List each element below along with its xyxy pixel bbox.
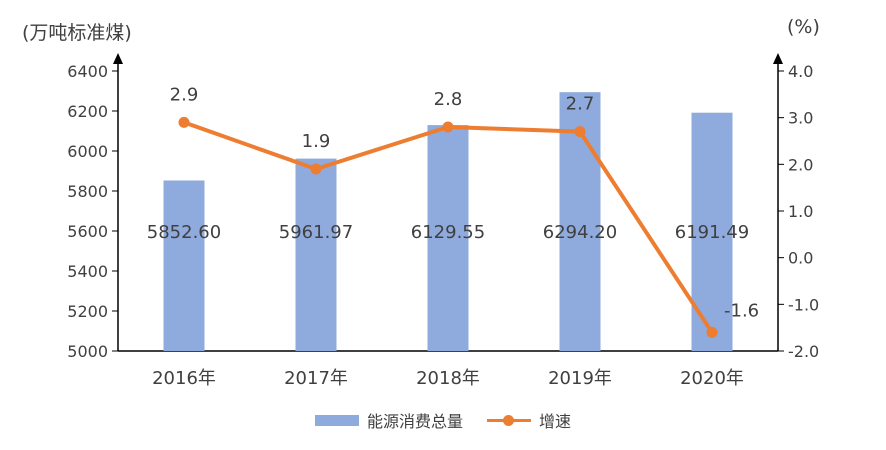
left-tick-label: 5400	[67, 262, 108, 281]
growth-point	[706, 326, 718, 338]
left-axis-unit-label: (万吨标准煤)	[22, 22, 132, 44]
left-axis-arrow	[113, 53, 123, 64]
growth-point	[310, 163, 322, 175]
right-axis-arrow	[773, 53, 783, 64]
bar-value-label: 6294.20	[543, 222, 617, 243]
x-tick-label: 2016年	[152, 368, 216, 389]
left-tick-label: 5800	[67, 182, 108, 201]
bar-value-label: 5961.97	[279, 222, 353, 243]
growth-point	[178, 116, 190, 128]
right-tick-label: 2.0	[788, 155, 813, 174]
growth-point	[574, 126, 586, 138]
legend: 能源消费总量 增速	[0, 408, 886, 432]
x-tick-label: 2020年	[680, 368, 744, 389]
left-tick-label: 6200	[67, 102, 108, 121]
bar-value-label: 6129.55	[411, 222, 485, 243]
right-tick-label: 3.0	[788, 109, 813, 128]
x-tick-label: 2019年	[548, 368, 612, 389]
growth-point	[442, 121, 454, 133]
legend-item-line: 增速	[487, 408, 571, 432]
left-tick-label: 6400	[67, 62, 108, 81]
left-tick-label: 5200	[67, 302, 108, 321]
legend-bar-swatch	[314, 414, 359, 426]
bar	[295, 158, 337, 351]
bar-value-label: 5852.60	[147, 222, 221, 243]
right-tick-label: 4.0	[788, 62, 813, 81]
bar	[163, 180, 205, 351]
left-tick-label: 5600	[67, 222, 108, 241]
legend-line-label: 增速	[539, 412, 572, 431]
bar-value-label: 6191.49	[675, 222, 749, 243]
left-tick-label: 5000	[67, 342, 108, 361]
growth-value-label: -1.6	[724, 300, 759, 321]
growth-value-label: 2.9	[170, 84, 199, 105]
growth-value-label: 2.7	[566, 94, 595, 115]
legend-bar-label: 能源消费总量	[366, 412, 463, 431]
right-tick-label: -1.0	[788, 295, 819, 314]
left-tick-label: 6000	[67, 142, 108, 161]
x-tick-label: 2018年	[416, 368, 480, 389]
right-axis-unit-label: (%)	[787, 16, 820, 38]
growth-value-label: 1.9	[302, 131, 331, 152]
x-tick-label: 2017年	[284, 368, 348, 389]
legend-line-swatch	[487, 414, 531, 426]
bar	[427, 125, 469, 351]
right-tick-label: 1.0	[788, 202, 813, 221]
growth-value-label: 2.8	[434, 89, 463, 110]
right-tick-label: 0.0	[788, 249, 813, 268]
legend-item-bar: 能源消费总量	[314, 408, 463, 432]
right-tick-label: -2.0	[788, 342, 819, 361]
